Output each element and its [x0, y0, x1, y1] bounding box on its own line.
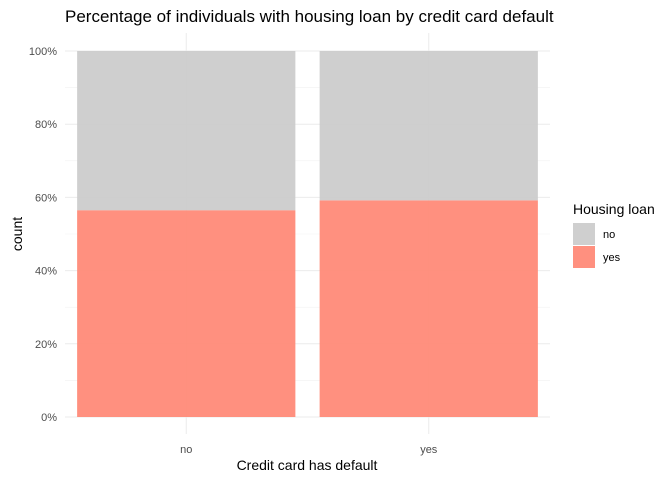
bar-yes-no: [77, 210, 296, 417]
legend-label-yes: yes: [603, 252, 621, 264]
y-tick-labels: 0% 20% 40% 60% 80% 100%: [29, 46, 57, 424]
y-tick-label: 0%: [41, 412, 57, 424]
bars: [77, 51, 538, 417]
x-tick-label: yes: [420, 444, 438, 456]
legend-key-no: [573, 223, 595, 245]
x-axis-label: Credit card has default: [237, 457, 378, 473]
legend-title: Housing loan: [573, 201, 655, 217]
legend-label-no: no: [603, 229, 615, 241]
x-tick-label: no: [180, 444, 192, 456]
legend: Housing loan no yes: [573, 201, 655, 268]
legend-key-yes: [573, 246, 595, 268]
y-tick-label: 20%: [35, 339, 57, 351]
bar-no-no: [77, 51, 296, 211]
y-tick-label: 100%: [29, 46, 57, 58]
chart-title: Percentage of individuals with housing l…: [65, 7, 554, 26]
y-tick-label: 40%: [35, 266, 57, 278]
bar-yes-yes: [319, 200, 538, 417]
y-tick-label: 80%: [35, 119, 57, 131]
x-tick-labels: no yes: [180, 444, 438, 456]
y-axis-label: count: [9, 217, 25, 251]
bar-no-yes: [319, 51, 538, 201]
y-tick-label: 60%: [35, 192, 57, 204]
